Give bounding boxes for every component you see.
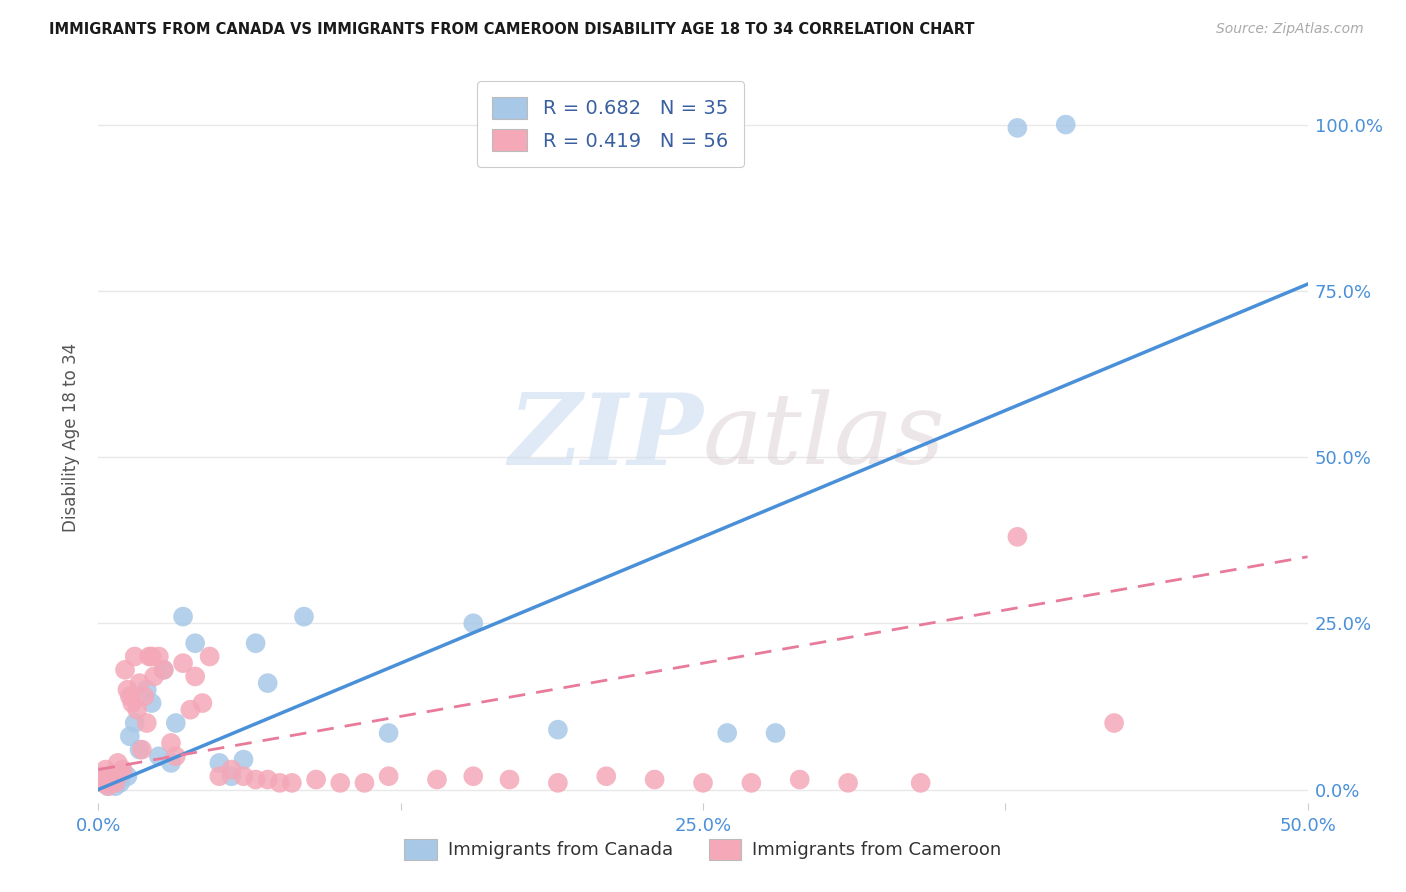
Point (256, 772, 278, 787)
Y-axis label: Disability Age 18 to 34: Disability Age 18 to 34 (62, 343, 80, 532)
Point (595, 769, 617, 783)
Point (107, 756, 129, 770)
Point (90, 769, 112, 783)
Point (256, 676, 278, 690)
Point (232, 753, 254, 767)
Point (90, 772, 112, 787)
Point (498, 772, 520, 787)
Point (108, 765, 131, 780)
Point (104, 776, 127, 790)
Point (94, 769, 117, 783)
Point (128, 742, 150, 756)
Point (124, 649, 146, 664)
Point (114, 663, 136, 677)
Point (97, 779, 120, 793)
Point (644, 772, 666, 787)
Point (124, 716, 146, 731)
Point (547, 776, 569, 790)
Point (221, 763, 243, 777)
Point (97, 779, 120, 793)
Point (765, 726, 787, 740)
Point (245, 636, 267, 650)
Point (692, 776, 714, 790)
Point (143, 669, 166, 683)
Point (141, 696, 163, 710)
Point (152, 663, 174, 677)
Point (121, 696, 143, 710)
Point (107, 769, 129, 783)
Point (292, 609, 315, 624)
Point (179, 703, 201, 717)
Point (184, 669, 207, 683)
Point (104, 779, 127, 793)
Point (910, 776, 932, 790)
Point (789, 772, 811, 787)
Point (100, 776, 122, 790)
Text: atlas: atlas (703, 390, 946, 484)
Point (91, 776, 114, 790)
Point (165, 716, 187, 731)
Point (1102, 716, 1125, 731)
Point (184, 636, 207, 650)
Point (128, 676, 150, 690)
Point (837, 776, 859, 790)
Point (191, 696, 214, 710)
Point (377, 726, 399, 740)
Point (1007, 530, 1029, 544)
Point (377, 769, 399, 783)
Point (101, 772, 124, 787)
Point (269, 776, 291, 790)
Point (138, 649, 160, 664)
Point (232, 769, 254, 783)
Point (1007, 120, 1029, 135)
Legend: Immigrants from Canada, Immigrants from Cameroon: Immigrants from Canada, Immigrants from … (398, 831, 1008, 867)
Point (426, 772, 449, 787)
Point (141, 649, 163, 664)
Point (547, 723, 569, 737)
Point (148, 649, 170, 664)
Point (111, 763, 134, 777)
Point (281, 776, 304, 790)
Point (160, 756, 183, 770)
Point (353, 776, 375, 790)
Point (245, 772, 267, 787)
Point (135, 716, 157, 731)
Point (208, 769, 231, 783)
Point (100, 772, 122, 787)
Point (208, 756, 231, 770)
Point (118, 690, 141, 704)
Point (329, 776, 352, 790)
Point (463, 616, 485, 631)
Point (221, 769, 243, 783)
Point (160, 736, 183, 750)
Point (118, 729, 141, 743)
Point (135, 682, 157, 697)
Point (134, 690, 156, 704)
Point (117, 682, 139, 697)
Point (172, 656, 194, 670)
Point (152, 663, 174, 677)
Point (108, 776, 131, 790)
Point (198, 649, 221, 664)
Point (165, 749, 187, 764)
Point (305, 772, 328, 787)
Point (117, 769, 139, 783)
Point (91, 776, 114, 790)
Text: Source: ZipAtlas.com: Source: ZipAtlas.com (1216, 22, 1364, 37)
Point (1054, 118, 1077, 132)
Point (716, 726, 738, 740)
Point (148, 749, 170, 764)
Point (111, 765, 134, 780)
Point (463, 769, 485, 783)
Point (101, 769, 124, 783)
Text: IMMIGRANTS FROM CANADA VS IMMIGRANTS FROM CAMEROON DISABILITY AGE 18 TO 34 CORRE: IMMIGRANTS FROM CANADA VS IMMIGRANTS FRO… (49, 22, 974, 37)
Point (127, 703, 149, 717)
Point (131, 742, 153, 756)
Point (172, 609, 194, 624)
Text: ZIP: ZIP (508, 389, 703, 485)
Point (740, 776, 762, 790)
Point (94, 763, 117, 777)
